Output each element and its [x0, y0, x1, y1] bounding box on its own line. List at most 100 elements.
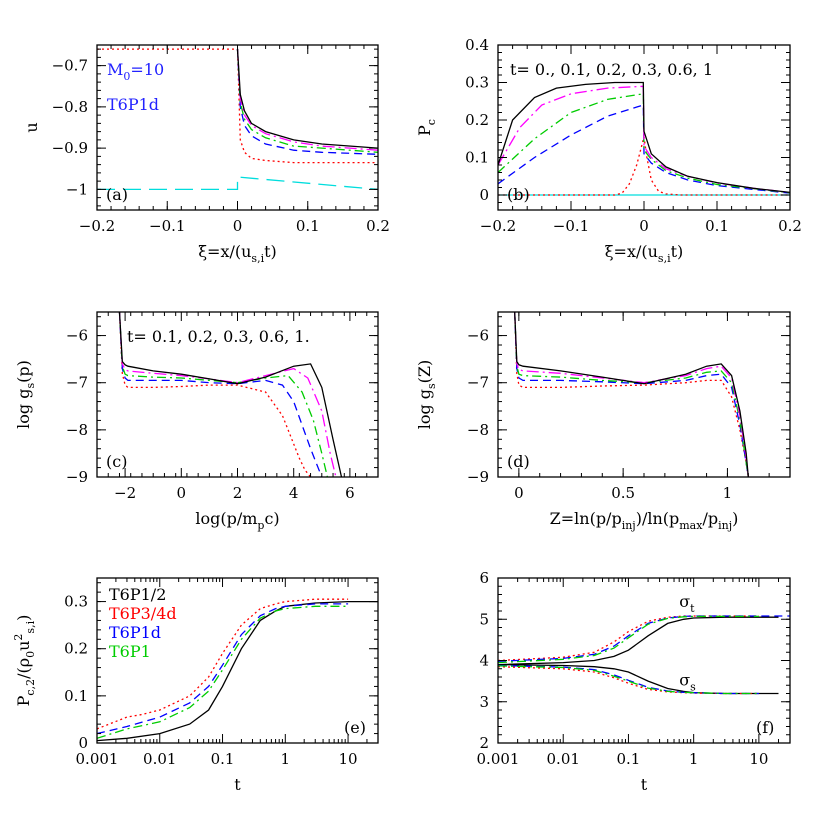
- y-tick-label: 4: [479, 652, 489, 670]
- series-line-t-0-6: [514, 312, 749, 477]
- panel-f: 0.001 0.01 0.1 1 10 2 3 4 5 6 (f) t σt σs: [477, 569, 791, 794]
- y-tick-label: 0.2: [64, 640, 88, 658]
- series-line--t-t6p1: [498, 615, 759, 664]
- x-tick-label: 0.01: [143, 750, 176, 768]
- x-tick-label: 0.2: [778, 217, 802, 235]
- model-name-label: T6P1d: [107, 95, 159, 114]
- y-tick-label: 0.3: [465, 74, 489, 92]
- series-group: [498, 81, 790, 196]
- panel-label: (b): [507, 185, 530, 204]
- x-tick-label: 6: [345, 484, 355, 502]
- legend-item: T6P1: [109, 642, 151, 661]
- series-line-t6p1-2: [97, 600, 378, 742]
- x-axis-label: Z=ln(p/pinj)/ln(pmax/pinj): [550, 509, 739, 532]
- y-tick-label: 0: [78, 734, 88, 752]
- series-line-t-1: [514, 312, 749, 477]
- panel-label: (a): [106, 185, 128, 204]
- x-tick-label: 0: [233, 217, 243, 235]
- y-tick-label: 0.3: [64, 593, 88, 611]
- x-tick-label: 1: [723, 484, 733, 502]
- x-axis-label: ξ=x/(us,it): [605, 242, 684, 265]
- series-line-t-1: [498, 81, 790, 194]
- x-axis-label: log(p/mpc): [195, 509, 279, 532]
- series-line-t-0-3: [236, 49, 378, 153]
- y-tick-label: −9: [66, 468, 88, 486]
- panel-label: (e): [344, 718, 366, 737]
- y-tick-label: −1: [66, 180, 88, 198]
- x-tick-label: 0.5: [611, 484, 635, 502]
- y-axis-label: Pc,2/(ρ0u2s,i): [12, 615, 37, 707]
- x-tick-label: 10: [339, 750, 358, 768]
- x-tick-label: 2: [233, 484, 243, 502]
- y-axis-label: log gs(p): [14, 360, 37, 429]
- y-tick-label: −0.9: [52, 139, 88, 157]
- x-axis-label: t: [641, 775, 648, 794]
- plot-frame: [96, 577, 379, 744]
- y-tick-label: 0: [479, 186, 489, 204]
- time-list-label: t= 0.1, 0.2, 0.3, 0.6, 1.: [127, 327, 310, 346]
- series-line--s-t6p1d: [498, 664, 759, 695]
- x-axis-label: t: [234, 775, 241, 794]
- time-list-label: t= 0., 0.1, 0.2, 0.3, 0.6, 1: [510, 60, 713, 79]
- series-group: [118, 312, 343, 477]
- legend-item: T6P1d: [109, 623, 161, 642]
- series-line-t-0-3: [118, 312, 329, 477]
- y-tick-label: −6: [467, 327, 489, 345]
- series-line--s-t6p3-4d: [498, 666, 759, 695]
- series-line-t6p1: [97, 605, 349, 739]
- x-tick-label: 0.2: [366, 217, 390, 235]
- series-line--t-t6p1d: [498, 615, 790, 662]
- series-line-t-1: [118, 312, 343, 477]
- x-tick-label: 0.01: [547, 750, 580, 768]
- series-line-t-0: [97, 176, 378, 191]
- x-tick-label: 1: [689, 750, 699, 768]
- panel-e: 0.001 0.01 0.1 1 10 0 0.1 0.2 0.3 (e) t Pc,2/(ρ0u2s…: [12, 577, 379, 794]
- x-tick-label: 0: [639, 217, 649, 235]
- series-group: [498, 615, 790, 695]
- panel-label: (c): [106, 452, 127, 471]
- series-line-t-0-2: [236, 49, 378, 155]
- x-tick-label: −0.1: [553, 217, 589, 235]
- series-line--s-t6p1: [498, 665, 759, 695]
- series-line-t-0-1: [514, 312, 749, 477]
- x-tick-label: 0: [514, 484, 524, 502]
- series-group: [514, 312, 749, 477]
- x-tick-label: 0.1: [296, 217, 320, 235]
- y-tick-label: 0.2: [465, 111, 489, 129]
- y-tick-label: 3: [479, 693, 489, 711]
- y-tick-label: 0.4: [465, 36, 489, 54]
- panel-label: (d): [507, 452, 530, 471]
- y-tick-label: −0.8: [52, 98, 88, 116]
- x-tick-label: −2: [114, 484, 136, 502]
- series-line-t6p3-4d: [97, 598, 349, 730]
- series-line-t-0-1: [498, 136, 790, 196]
- panel-c: −2 0 2 4 6 −9 −8 −7 −6 (c) log(p/mpc) log gs(p) t= 0…: [14, 311, 379, 532]
- y-tick-label: 5: [479, 610, 489, 628]
- series-line--t-t6p1-2: [498, 616, 779, 666]
- y-tick-label: −7: [66, 374, 88, 392]
- model-mach-label: M0=10: [107, 60, 164, 83]
- series-line--s-t6p1-2: [498, 663, 779, 695]
- x-tick-label: −0.2: [79, 217, 115, 235]
- x-tick-label: 4: [289, 484, 299, 502]
- y-tick-label: 0.1: [465, 149, 489, 167]
- x-tick-label: 10: [749, 750, 768, 768]
- y-tick-label: −8: [467, 421, 489, 439]
- panel-d: 0 0.5 1 −9 −8 −7 −6 (d) Z=ln(p/pinj)/ln(pmax/pin…: [415, 311, 791, 532]
- series-group: [97, 598, 378, 742]
- series-line-t-0-2: [118, 312, 323, 477]
- curve-label: σt: [679, 592, 695, 615]
- x-tick-label: −0.1: [149, 217, 185, 235]
- y-tick-label: −0.7: [52, 57, 88, 75]
- x-tick-label: −0.2: [480, 217, 516, 235]
- legend-item: T6P3/4d: [109, 604, 177, 623]
- y-tick-label: 0.1: [64, 687, 88, 705]
- y-axis-label: u: [22, 122, 41, 132]
- curve-label: σs: [679, 670, 696, 693]
- y-tick-label: −8: [66, 421, 88, 439]
- y-tick-label: 6: [479, 569, 489, 587]
- series-line-t-0-3: [514, 312, 749, 477]
- x-tick-label: 0.001: [76, 750, 119, 768]
- x-tick-label: 0.1: [705, 217, 729, 235]
